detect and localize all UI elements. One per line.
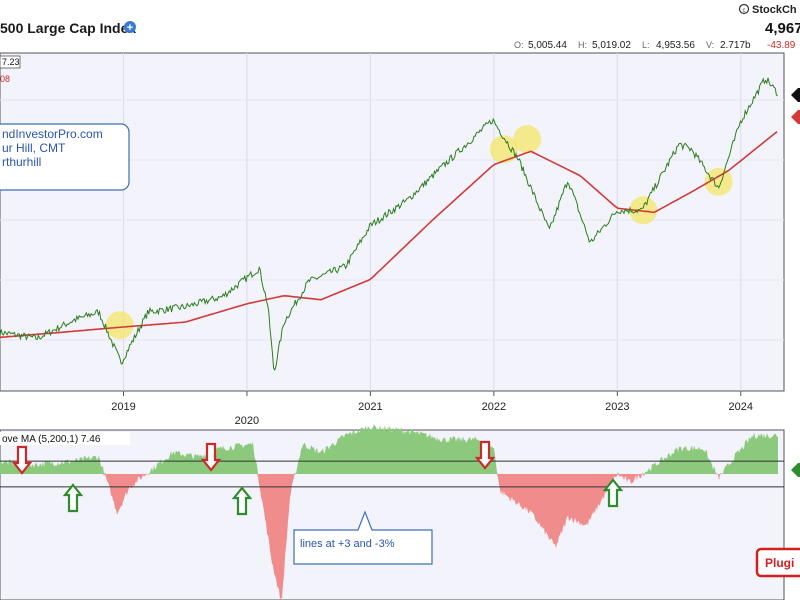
- x-tick-label-2022: 2022: [482, 401, 506, 413]
- x-axis: 2019 2020 2021 2022 2023 2024: [111, 391, 753, 427]
- price-line: [0, 77, 778, 371]
- ohlc-row: O: 5,005.44 H: 5,019.02 L: 4,953.56 V: 2.717b: [514, 40, 751, 51]
- tag-bottom-value: 08: [0, 74, 10, 84]
- price-plot-area: [0, 52, 785, 392]
- negative-area: [0, 474, 778, 600]
- callout-text: lines at +3 and -3%: [300, 538, 395, 550]
- highlight-circle-0: [105, 311, 134, 340]
- add-symbol-button[interactable]: +: [124, 21, 136, 34]
- highlight-circle-2: [513, 125, 542, 154]
- tag-top: [0, 55, 21, 69]
- sell-arrow-3: [474, 440, 496, 470]
- sell-arrow-2: [200, 442, 222, 472]
- ohlc-label-3: V:: [706, 40, 714, 50]
- price-grid: [0, 53, 784, 391]
- x-tick-label-2023: 2023: [605, 401, 629, 413]
- chart-title: 500 Large Cap Index: [0, 20, 136, 36]
- ohlc-label-1: H:: [578, 40, 587, 50]
- right-axis-markers: [791, 88, 800, 477]
- plus-glyph: +: [127, 22, 133, 34]
- plugin-button[interactable]: Plugi: [755, 547, 800, 578]
- price-tags: 7.23 08: [0, 55, 21, 84]
- ohlc-label-0: O:: [514, 40, 524, 50]
- callout-bubble: [293, 510, 433, 565]
- tag-top-value: 7.23: [2, 57, 20, 67]
- plus-circle-icon[interactable]: [124, 21, 136, 33]
- ohlc-label-2: L:: [642, 40, 650, 50]
- annotation-box-frame: [0, 123, 130, 191]
- indicator-marker: [791, 463, 800, 477]
- ohlc-value-1: 5,019.02: [592, 40, 631, 51]
- last-price-marker: [791, 88, 800, 102]
- plugin-button-label[interactable]: Plugi: [765, 556, 794, 570]
- x-tick-label-2020: 2020: [235, 415, 259, 427]
- indicator-label-bg: [0, 432, 130, 445]
- chart-header: 500 Large Cap Index + c StockCh 4,967 O:…: [0, 3, 800, 51]
- copyright-icon: [738, 3, 750, 15]
- x-tick-label-2019: 2019: [111, 401, 135, 413]
- brand-name: StockCh: [752, 4, 797, 16]
- ma200-line: [0, 131, 778, 339]
- annotation-box: ndInvestorPro.com ur Hill, CMT rthurhill: [0, 123, 130, 191]
- ma-marker: [791, 110, 800, 124]
- buy-arrow-1: [62, 483, 84, 513]
- ohlc-value-3: 2.717b: [720, 40, 751, 51]
- annotation-line-2: ur Hill, CMT: [2, 141, 66, 155]
- annotation-line-3: rthurhill: [2, 155, 41, 169]
- highlight-circle-4: [704, 167, 733, 196]
- x-tick-label-2021: 2021: [358, 401, 382, 413]
- highlight-circle-3: [629, 196, 658, 225]
- signal-arrows: [11, 440, 624, 516]
- highlight-circle-1: [489, 135, 518, 164]
- price-panel: [0, 52, 785, 392]
- last-price: 4,967: [765, 20, 800, 37]
- indicator-panel: ove MA (5,200,1) 7.46: [0, 423, 785, 600]
- buy-arrow-2: [231, 486, 253, 516]
- ohlc-value-0: 5,005.44: [528, 40, 567, 51]
- annotation-line-1: ndInvestorPro.com: [2, 127, 103, 141]
- price-change: -43.89: [767, 40, 796, 51]
- sell-arrow-1: [11, 445, 33, 475]
- plugin-button-frame[interactable]: [755, 547, 800, 578]
- buy-arrow-3: [602, 478, 624, 508]
- indicator-label: ove MA (5,200,1) 7.46: [2, 434, 101, 445]
- copyright-glyph: c: [743, 8, 746, 14]
- callout: lines at +3 and -3%: [293, 510, 433, 565]
- price-highlights: [105, 125, 733, 340]
- ohlc-value-2: 4,953.56: [656, 40, 695, 51]
- x-tick-label-2024: 2024: [729, 401, 753, 413]
